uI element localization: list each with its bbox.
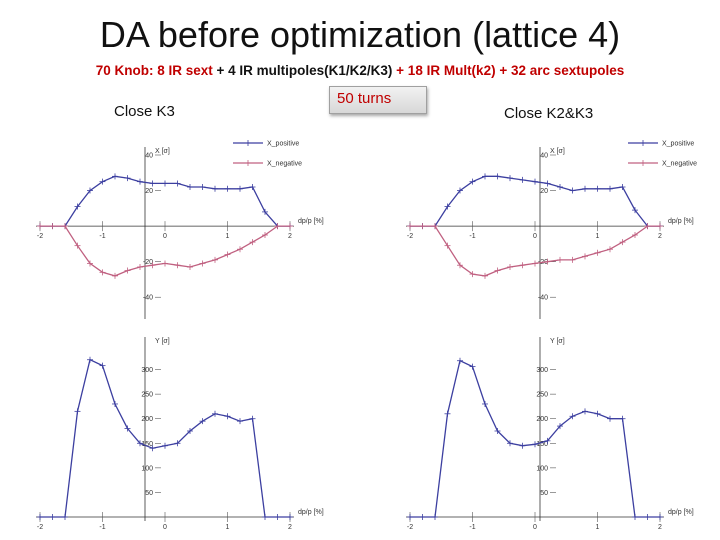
x-tick-label: 2: [288, 524, 292, 531]
slide-subtitle: 70 Knob: 8 IR sext + 4 IR multipoles(K1/…: [0, 63, 720, 78]
x-tick-label: -1: [99, 524, 105, 531]
x-tick-label: -1: [469, 233, 475, 240]
x-axis-label: dp/p [%]: [298, 218, 324, 225]
y-tick-label: 50: [540, 490, 548, 497]
subtitle-part-2: + 4 IR multipoles(K1/K2/K3): [212, 63, 397, 78]
x-tick-label: 2: [658, 524, 662, 531]
y-tick-label: 100: [141, 465, 153, 472]
y-tick-label: 50: [145, 490, 153, 497]
x-tick-label: 0: [163, 233, 167, 240]
x-tick-label: 1: [596, 524, 600, 531]
y-tick-label: 40: [145, 153, 153, 160]
legend-label: X_negative: [267, 161, 302, 168]
y-tick-label: 300: [141, 367, 153, 374]
x-tick-label: 1: [226, 524, 230, 531]
y-tick-label: -40: [143, 295, 153, 302]
y-tick-label: 250: [536, 392, 548, 399]
y-tick-label: 20: [145, 188, 153, 195]
y-axis-label: Y [σ]: [550, 338, 565, 345]
label-close-k3: Close K3: [114, 103, 175, 120]
subtitle-part-3: + 18 IR Mult(k2): [396, 63, 496, 78]
y-tick-label: -40: [538, 295, 548, 302]
y-axis-label: X [σ]: [550, 148, 565, 155]
y-tick-label: 150: [536, 441, 548, 448]
x-tick-label: -2: [407, 233, 413, 240]
legend-label: X_positive: [267, 141, 299, 148]
y-tick-label: 20: [540, 188, 548, 195]
x-tick-label: -2: [37, 233, 43, 240]
x-axis-label: dp/p [%]: [668, 218, 694, 225]
y-axis-label: X [σ]: [155, 148, 170, 155]
subtitle-part-4: + 32 arc sextupoles: [495, 63, 625, 78]
turns-label: 50 turns: [337, 90, 392, 107]
turns-box: 50 turns: [329, 86, 427, 114]
y-tick-label: 40: [540, 153, 548, 160]
x-tick-label: 2: [658, 233, 662, 240]
y-tick-label: -20: [143, 259, 153, 266]
x-tick-label: 0: [533, 233, 537, 240]
x-axis-label: dp/p [%]: [668, 509, 694, 516]
series-line-Y: [410, 359, 660, 518]
x-tick-label: -2: [407, 524, 413, 531]
x-tick-label: 2: [288, 233, 292, 240]
legend-label: X_positive: [662, 141, 694, 148]
y-tick-label: 250: [141, 392, 153, 399]
subtitle-part-1: 70 Knob: 8 IR sext: [95, 63, 213, 78]
slide-title: DA before optimization (lattice 4): [99, 14, 621, 55]
y-tick-label: 150: [141, 441, 153, 448]
y-tick-label: 200: [141, 416, 153, 423]
x-axis-label: dp/p [%]: [298, 509, 324, 516]
x-tick-label: -1: [469, 524, 475, 531]
y-axis-label: Y [σ]: [155, 338, 170, 345]
label-close-k2k3: Close K2&K3: [504, 105, 594, 122]
x-tick-label: 1: [226, 233, 230, 240]
y-tick-label: 300: [536, 367, 548, 374]
y-tick-label: 100: [536, 465, 548, 472]
x-tick-label: 0: [533, 524, 537, 531]
x-tick-label: -1: [99, 233, 105, 240]
x-tick-label: 0: [163, 524, 167, 531]
x-tick-label: -2: [37, 524, 43, 531]
y-tick-label: 200: [536, 416, 548, 423]
x-tick-label: 1: [596, 233, 600, 240]
legend-label: X_negative: [662, 161, 697, 168]
